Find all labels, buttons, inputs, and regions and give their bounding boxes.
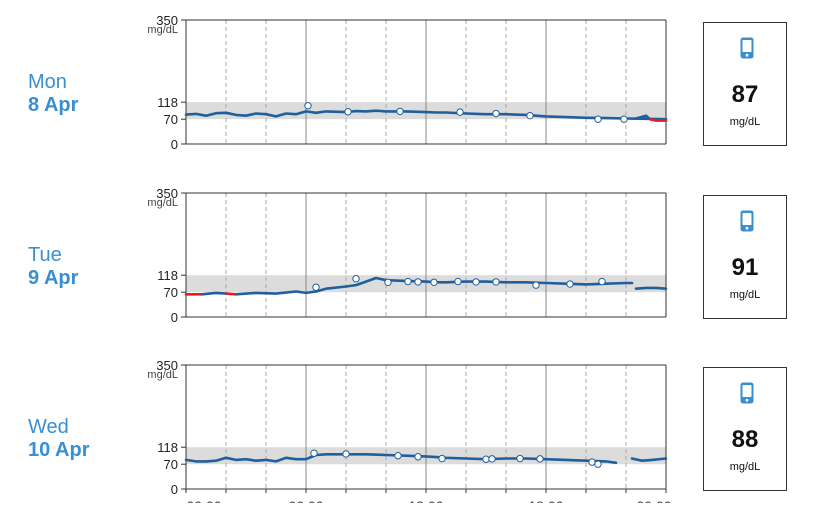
day-label: Tue 9 Apr: [28, 244, 78, 290]
x-tick-label: 00:00: [636, 498, 670, 503]
day-of-week: Mon: [28, 71, 67, 93]
y-axis-unit: mg/dL: [147, 24, 178, 36]
y-tick-label: 70: [164, 112, 178, 127]
scan-marker: [482, 455, 490, 463]
scan-marker: [396, 107, 404, 116]
glucose-trace-low: [224, 292, 238, 296]
scan-marker: [588, 458, 596, 466]
y-tick-label: 350: [156, 186, 178, 201]
scan-marker: [384, 278, 392, 286]
scan-marker: [598, 277, 606, 286]
day-of-week: Tue: [28, 244, 62, 266]
day-label: Wed 10 Apr: [28, 416, 90, 462]
phone-icon: [740, 382, 754, 404]
reading-unit: mg/dL: [729, 289, 761, 301]
scan-marker: [456, 108, 464, 116]
reading-value: 91: [731, 254, 759, 281]
glucose-trace-low: [648, 117, 668, 122]
day-date: 8 Apr: [28, 94, 79, 116]
glucose-trace: [634, 286, 668, 290]
scan-marker: [492, 109, 500, 118]
phone-icon: [740, 210, 754, 232]
y-tick-label: 0: [171, 137, 178, 152]
reading-value: 87: [731, 81, 759, 108]
scan-marker: [430, 278, 438, 286]
day-of-week: Wed: [28, 416, 69, 438]
scan-marker: [312, 283, 320, 291]
scan-marker: [352, 275, 360, 283]
glucose-trace: [184, 109, 668, 121]
scan-marker: [620, 115, 628, 123]
scan-marker: [526, 111, 534, 120]
scan-marker: [472, 278, 480, 286]
latest-reading-card[interactable]: 87 mg/dL: [703, 22, 787, 146]
reading-unit: mg/dL: [729, 116, 761, 128]
scan-marker: [414, 278, 422, 286]
y-tick-label: 70: [164, 457, 178, 472]
scan-marker: [438, 454, 446, 463]
latest-reading-card[interactable]: 88 mg/dL: [703, 367, 787, 491]
y-axis-unit: mg/dL: [147, 197, 178, 209]
y-tick-label: 118: [157, 440, 178, 455]
scan-marker: [492, 278, 500, 286]
x-tick-label: 18:00: [528, 498, 563, 503]
scan-marker: [532, 281, 540, 289]
glucose-trace: [200, 291, 228, 296]
scan-marker: [304, 102, 312, 110]
scan-marker: [594, 115, 602, 123]
y-tick-label: 0: [171, 310, 178, 325]
x-tick-label: 00:00: [186, 498, 221, 503]
glucose-trace: [630, 457, 668, 462]
scan-marker: [454, 277, 462, 286]
day-date: 10 Apr: [28, 439, 90, 461]
y-tick-label: 350: [156, 358, 178, 373]
scan-marker: [310, 449, 318, 457]
reading-value: 88: [731, 426, 759, 453]
scan-marker: [394, 451, 402, 460]
day-label: Mon 8 Apr: [28, 71, 78, 117]
day-row: Tue 9 Apr 0 70 118 350 mg/dL 91 mg/dL: [0, 181, 835, 331]
scan-marker: [404, 277, 412, 286]
latest-reading-card[interactable]: 91 mg/dL: [703, 195, 787, 319]
scan-marker: [488, 455, 496, 463]
y-axis-unit: mg/dL: [147, 369, 178, 381]
glucose-trace: [634, 114, 652, 121]
scan-marker: [594, 460, 602, 468]
y-tick-label: 118: [157, 268, 178, 283]
x-tick-label: 06:00: [288, 498, 323, 503]
phone-icon: [740, 37, 754, 59]
y-tick-label: 350: [156, 13, 178, 28]
scan-marker: [342, 450, 350, 458]
y-tick-label: 70: [164, 285, 178, 300]
scan-marker: [566, 280, 574, 288]
y-tick-label: 0: [171, 482, 178, 497]
day-row: Mon 8 Apr 0 70 118 350 mg/dL 87 mg/dL: [0, 8, 835, 158]
day-date: 9 Apr: [28, 267, 79, 289]
scan-marker: [414, 453, 422, 461]
scan-marker: [344, 108, 352, 116]
y-tick-label: 118: [157, 95, 178, 110]
x-tick-label: 12:00: [408, 498, 443, 503]
reading-unit: mg/dL: [729, 461, 761, 473]
scan-marker: [516, 454, 524, 463]
scan-marker: [536, 455, 544, 463]
